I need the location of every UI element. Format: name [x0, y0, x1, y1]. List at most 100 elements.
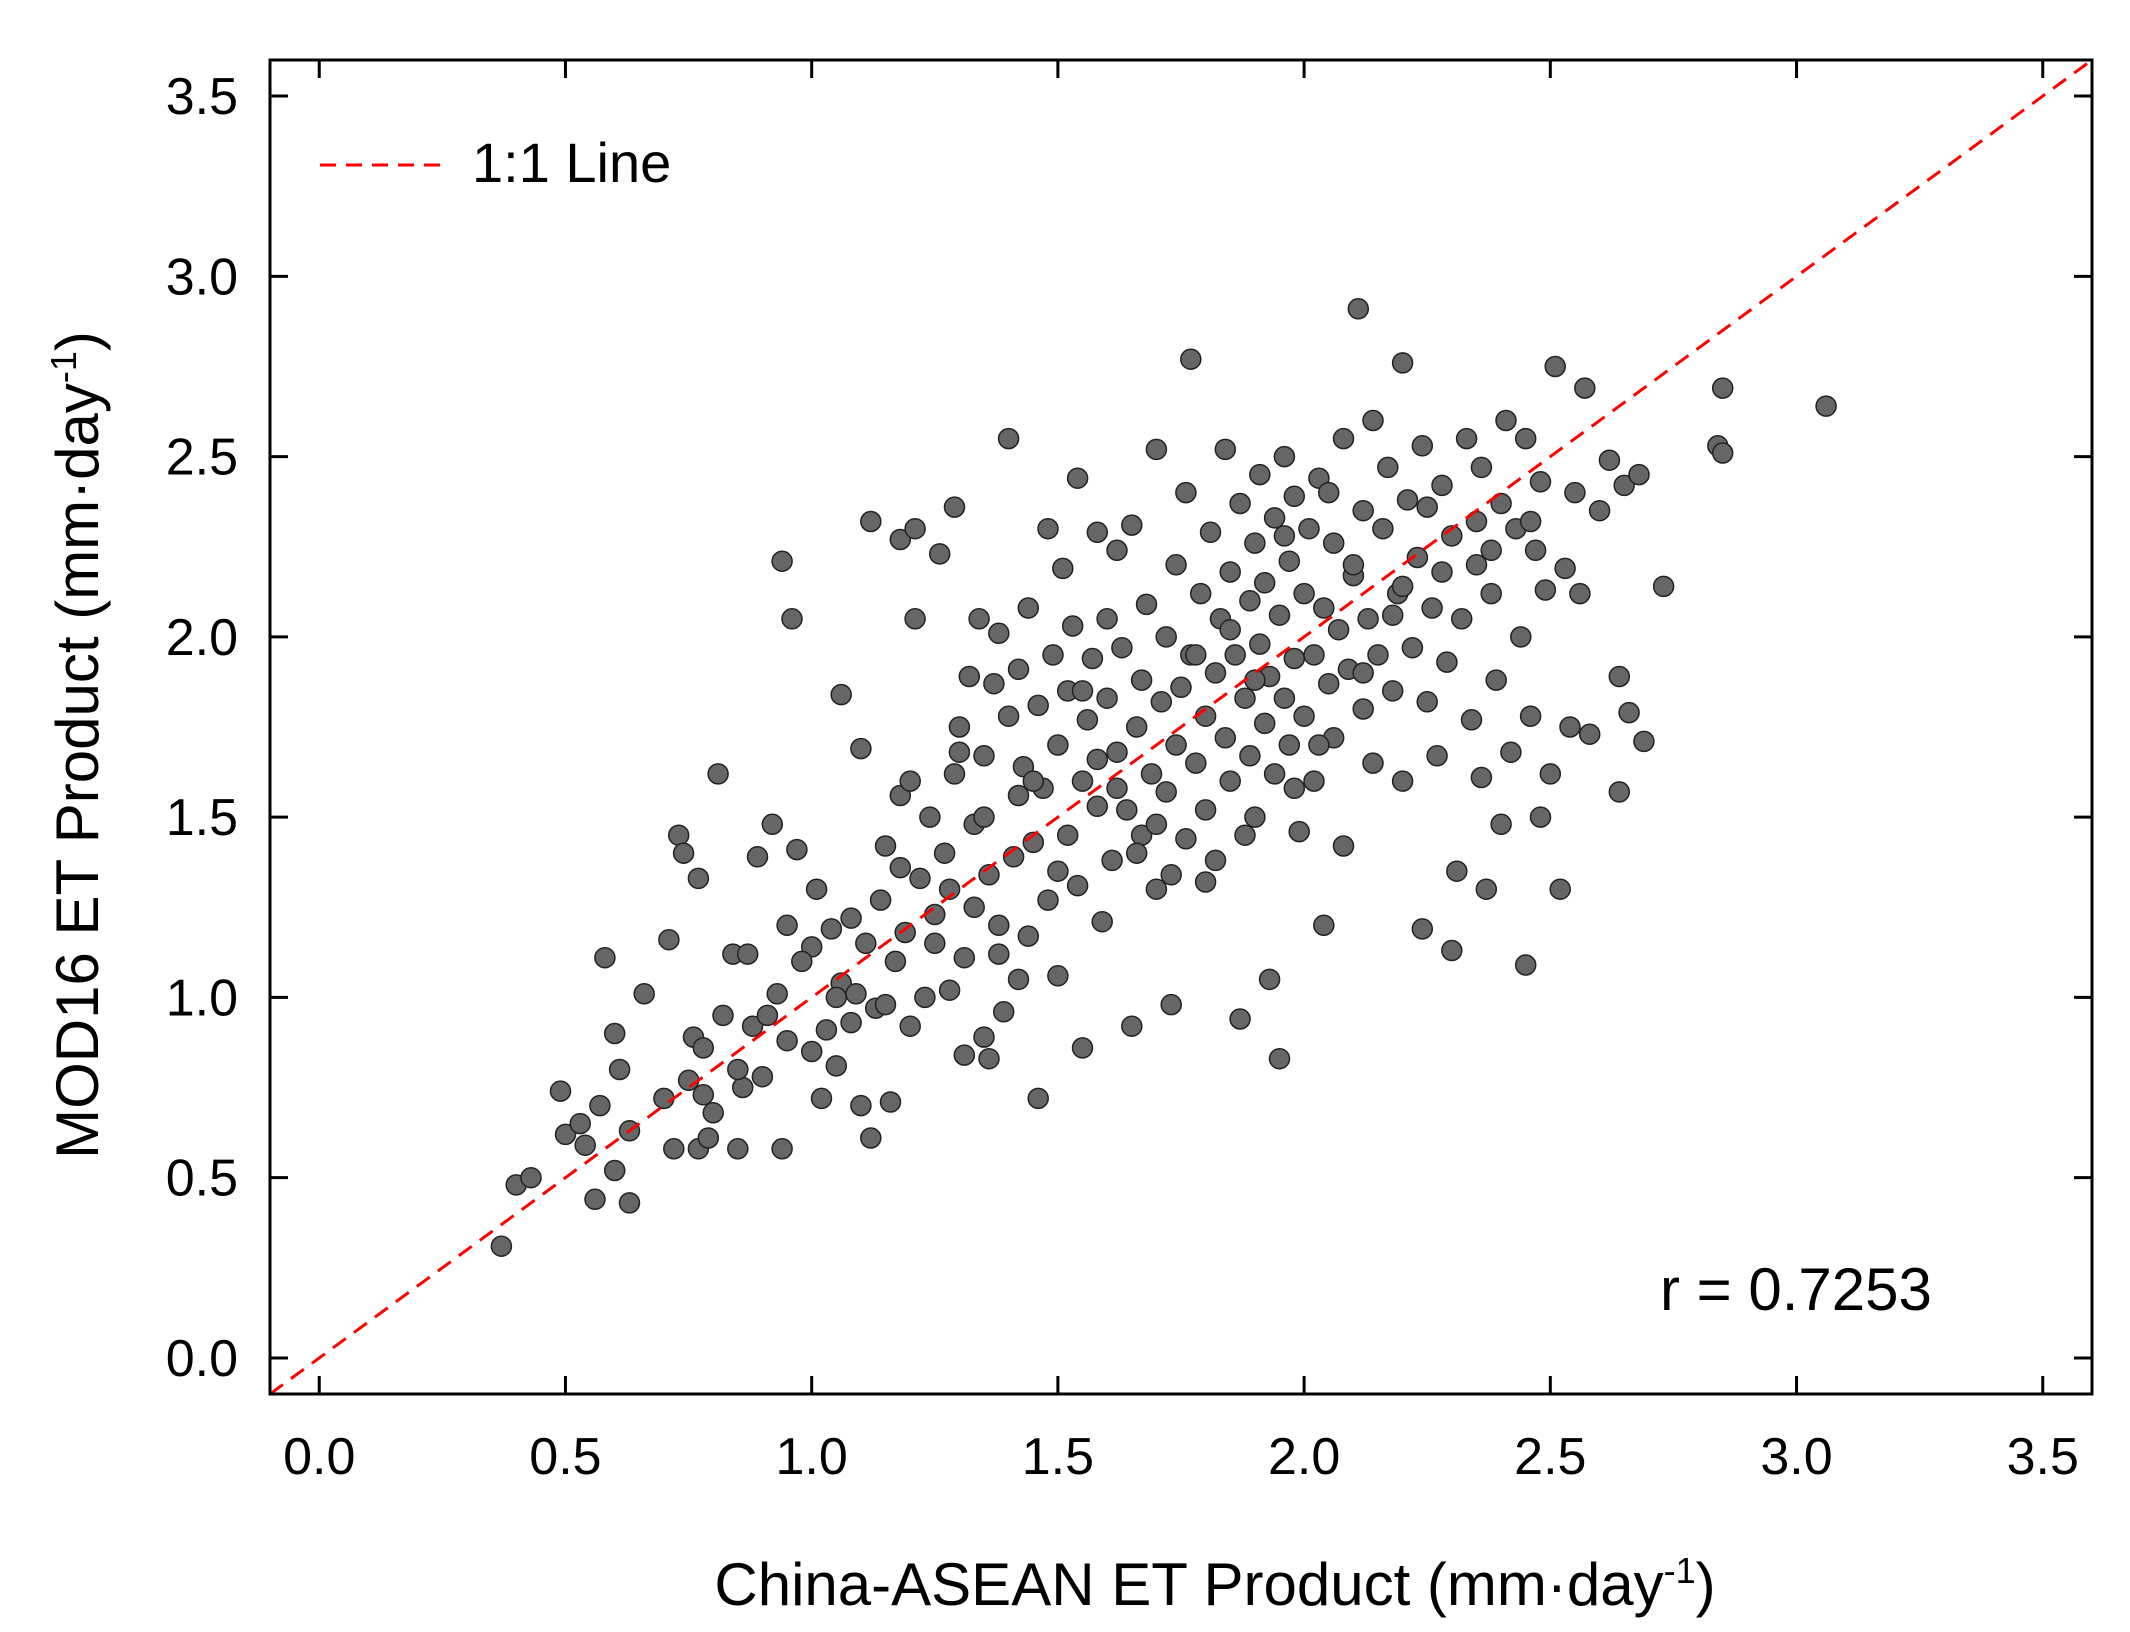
data-point — [1017, 925, 1040, 947]
data-point — [1145, 438, 1168, 461]
data-point — [1199, 521, 1222, 544]
data-point — [1490, 813, 1512, 836]
data-point — [1308, 734, 1330, 756]
data-point — [1076, 709, 1099, 731]
data-point — [1465, 554, 1488, 576]
data-point — [1608, 781, 1631, 803]
data-point — [1140, 763, 1163, 785]
y-tick-label: 0.5 — [166, 1150, 238, 1208]
data-point — [1150, 691, 1173, 713]
data-point — [520, 1166, 542, 1189]
one-to-one-reference-line — [269, 58, 2093, 1396]
legend: 1:1 Line — [320, 131, 671, 194]
data-point — [884, 950, 907, 973]
data-point — [1628, 463, 1650, 486]
data-point — [1106, 741, 1128, 763]
data-point — [909, 867, 931, 890]
data-point — [1293, 582, 1315, 605]
data-point — [948, 716, 971, 738]
data-point — [1554, 557, 1576, 580]
data-point — [771, 1138, 793, 1160]
data-point — [938, 979, 961, 1001]
data-point — [1500, 741, 1522, 763]
data-point — [594, 946, 616, 969]
data-point — [948, 741, 971, 763]
data-point — [1357, 608, 1379, 630]
data-point — [1017, 597, 1040, 619]
data-point — [1283, 485, 1306, 508]
data-point — [1514, 427, 1537, 450]
data-point — [549, 1080, 572, 1102]
data-point — [973, 1026, 995, 1048]
data-point — [830, 683, 852, 706]
data-point — [786, 838, 808, 861]
data-point — [1234, 687, 1256, 709]
data-point — [869, 889, 892, 911]
data-point — [1406, 546, 1429, 569]
data-point — [1618, 701, 1640, 724]
data-point — [1416, 691, 1438, 713]
data-point — [633, 983, 655, 1005]
data-point — [574, 1134, 596, 1156]
data-point — [924, 932, 946, 955]
data-point — [924, 903, 946, 926]
data-point — [1283, 647, 1306, 670]
data-point — [1278, 550, 1301, 572]
data-point — [658, 928, 680, 951]
data-point — [850, 1094, 872, 1117]
data-point — [1288, 820, 1310, 843]
data-point — [810, 1087, 833, 1110]
data-point — [1431, 474, 1453, 497]
data-point — [1711, 442, 1734, 464]
data-point — [667, 824, 690, 846]
data-point — [1396, 489, 1419, 511]
data-point — [1367, 644, 1389, 666]
data-point — [973, 745, 995, 767]
data-point — [589, 1094, 611, 1117]
data-point — [933, 842, 956, 864]
data-point — [1411, 918, 1434, 940]
data-point — [1155, 781, 1177, 803]
data-point — [1313, 914, 1335, 937]
data-point — [1283, 777, 1306, 800]
data-point — [1485, 669, 1507, 691]
data-point — [1066, 467, 1089, 489]
data-point — [1578, 723, 1601, 745]
data-point — [1273, 687, 1296, 709]
data-point — [953, 946, 976, 969]
data-point — [978, 1047, 1000, 1070]
data-point — [1027, 1087, 1049, 1110]
data-point — [1352, 499, 1374, 522]
data-point — [603, 1159, 626, 1182]
y-axis-label: MOD16 ET Product (mm·day-1) — [43, 331, 111, 1159]
data-point — [1332, 835, 1355, 857]
data-point — [1564, 481, 1586, 504]
data-point — [1165, 554, 1187, 576]
data-point — [800, 1040, 823, 1063]
data-point — [1460, 709, 1483, 731]
data-point — [855, 932, 877, 955]
data-point — [1268, 1047, 1291, 1070]
data-point — [1239, 745, 1261, 767]
data-point — [894, 921, 916, 944]
data-point — [1534, 579, 1557, 601]
data-point — [904, 517, 926, 540]
data-point — [1135, 593, 1158, 616]
data-point — [1037, 517, 1059, 540]
data-point — [1130, 669, 1153, 691]
data-point — [756, 1004, 779, 1027]
data-point — [1588, 499, 1611, 522]
data-point — [899, 770, 921, 792]
data-point — [1175, 828, 1197, 850]
data-point — [1249, 463, 1271, 486]
data-point — [889, 856, 912, 879]
data-point — [1219, 618, 1241, 641]
data-points — [490, 298, 1837, 1257]
data-point — [1352, 698, 1374, 720]
data-point — [904, 608, 926, 630]
data-point — [1529, 471, 1552, 493]
data-point — [1411, 435, 1434, 457]
data-point — [1145, 813, 1168, 836]
data-point — [1047, 965, 1069, 987]
data-point — [1273, 445, 1296, 468]
